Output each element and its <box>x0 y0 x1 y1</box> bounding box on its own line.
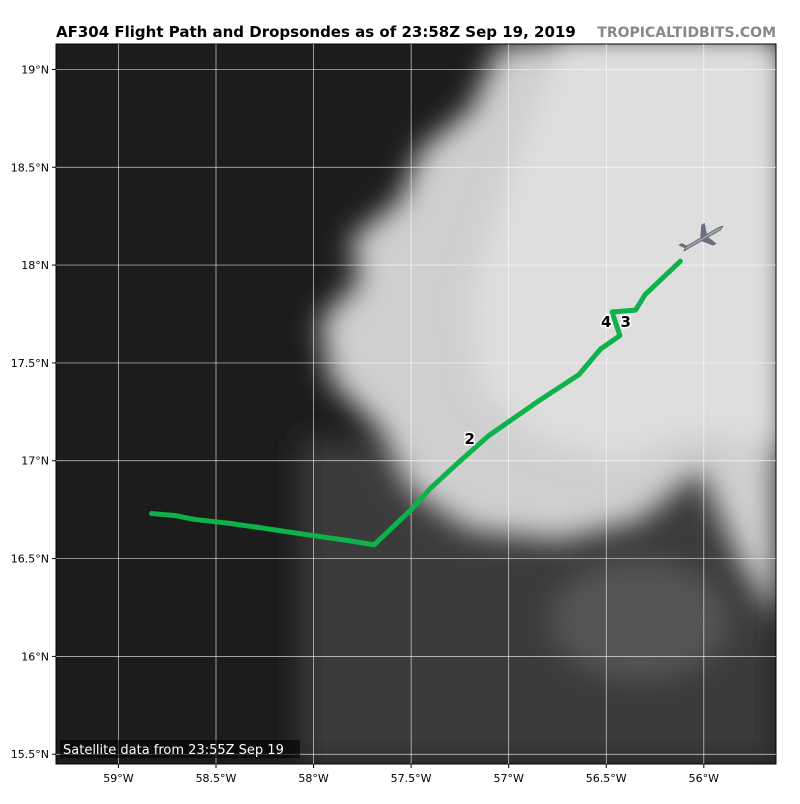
y-tick-label: 16°N <box>21 650 49 663</box>
flight-path <box>149 258 683 548</box>
dropsonde-label: 3 <box>621 313 631 331</box>
y-tick-label: 15.5°N <box>11 748 49 761</box>
x-tick-label: 58.5°W <box>196 772 237 785</box>
x-tick-label: 56.5°W <box>586 772 627 785</box>
x-tick-label: 58°W <box>298 772 328 785</box>
aircraft-icon <box>678 222 724 252</box>
dropsonde-label: 2 <box>464 430 474 448</box>
x-tick-label: 56°W <box>689 772 719 785</box>
plot-frame <box>55 43 777 765</box>
dropsonde-label: 4 <box>601 313 611 331</box>
y-tick-label: 19°N <box>21 63 49 76</box>
map-title: AF304 Flight Path and Dropsondes as of 2… <box>56 23 576 41</box>
source-label: TROPICALTIDBITS.COM <box>597 25 776 41</box>
x-tick-label: 59°W <box>103 772 133 785</box>
caption-box <box>60 740 300 758</box>
caption: Satellite data from 23:55Z Sep 19 <box>63 743 284 758</box>
satellite-image <box>56 44 776 764</box>
y-tick-label: 17°N <box>21 455 49 468</box>
y-tick-label: 17.5°N <box>11 357 49 370</box>
x-tick-label: 57°W <box>493 772 523 785</box>
y-tick-label: 18°N <box>21 259 49 272</box>
y-tick-label: 16.5°N <box>11 553 49 566</box>
x-tick-label: 57.5°W <box>391 772 432 785</box>
y-tick-label: 18.5°N <box>11 161 49 174</box>
